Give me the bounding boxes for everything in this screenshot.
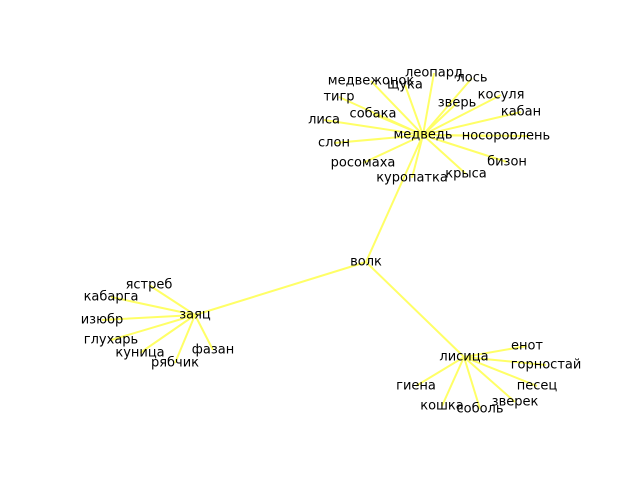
edge-medved-kaban [422, 111, 522, 136]
edge-lisitsa-zverek [463, 356, 516, 403]
node-label-izyubr: изюбр [81, 313, 124, 328]
edge-zayats-glukhar [110, 314, 196, 341]
node-label-lisitsa: лисица [439, 350, 488, 365]
node-label-yastreb: ястреб [126, 278, 173, 293]
node-label-volk: волк [350, 255, 382, 270]
node-label-olen: олень [510, 129, 550, 144]
edge-medved-bizon [422, 134, 508, 163]
node-label-rosomakha: росомаха [331, 156, 396, 171]
node-label-zver: зверь [438, 96, 477, 111]
node-label-sobol: соболь [456, 402, 503, 417]
edge-lisitsa-gornostay [463, 356, 547, 366]
graph-edges [101, 72, 547, 410]
node-label-tigr: тигр [323, 90, 354, 105]
node-label-medved: медведь [393, 128, 452, 143]
edge-zayats-fazan [194, 314, 214, 351]
edge-medved-los [422, 77, 473, 136]
edge-lisitsa-sobol [463, 356, 481, 410]
edge-medved-leopard [422, 72, 435, 136]
node-label-nosorog: носорог [462, 129, 517, 144]
edge-medved-lisa [323, 119, 424, 136]
edge-zayats-yastreb [148, 284, 196, 316]
edge-lisitsa-giena [415, 356, 465, 387]
node-label-kaban: кабан [501, 105, 541, 120]
edge-lisitsa-pesets [463, 356, 538, 387]
node-label-sobaka: собака [350, 107, 397, 122]
edge-medved-kuropatka [411, 134, 424, 179]
edge-zayats-kunitsa [139, 314, 196, 354]
edge-zayats-kabarga [110, 296, 196, 316]
node-label-glukhar: глухарь [84, 333, 138, 348]
edge-medved-olen [422, 134, 531, 137]
edge-zayats-izyubr [101, 314, 196, 321]
node-label-shchuka: щука [387, 78, 423, 93]
edge-medved-kosulya [422, 94, 502, 136]
node-label-zayats: заяц [179, 308, 211, 323]
graph-node-labels: волк медведь заяц лисица медвежоноклеопардло… [81, 66, 582, 417]
edge-volk-zayats [194, 261, 367, 316]
edge-medved-slon [333, 134, 424, 144]
node-label-kabarga: кабарга [84, 290, 139, 305]
edge-medved-krysa [422, 134, 467, 175]
node-label-gornostay: горностай [511, 358, 582, 373]
edge-volk-medved [365, 134, 424, 263]
edge-medved-zver [422, 102, 458, 136]
node-label-krysa: крыса [445, 167, 486, 182]
edge-medved-rosomakha [362, 134, 424, 164]
node-label-leopard: леопард [405, 66, 463, 81]
node-label-bizon: бизон [487, 155, 527, 170]
edge-medved-medvezhonok [370, 80, 424, 136]
node-label-ryabchik: рябчик [151, 356, 199, 371]
node-label-fazan: фазан [192, 343, 234, 358]
node-label-koshka: кошка [420, 399, 464, 414]
node-label-medvezhonok: медвежонок [328, 74, 415, 89]
edge-medved-sobaka [372, 113, 424, 136]
node-label-slon: слон [318, 136, 350, 151]
edge-medved-shchuka [404, 84, 424, 136]
node-label-enot: енот [511, 339, 543, 354]
node-label-los: лось [456, 71, 487, 86]
edge-lisitsa-koshka [441, 356, 465, 407]
edge-volk-lisitsa [365, 261, 465, 358]
node-label-kosulya: косуля [478, 88, 525, 103]
node-label-kunitsa: куница [115, 346, 164, 361]
node-label-zverek: зверек [492, 395, 539, 410]
edge-zayats-ryabchik [174, 314, 196, 364]
node-label-giena: гиена [396, 379, 436, 394]
edge-lisitsa-enot [463, 345, 528, 358]
node-label-pesets: песец [517, 379, 558, 394]
node-label-lisa: лиса [308, 113, 340, 128]
node-label-kuropatka: куропатка [376, 171, 448, 186]
